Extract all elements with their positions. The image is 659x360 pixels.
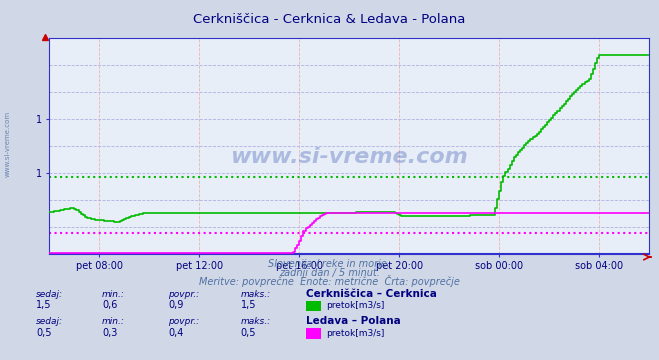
Text: povpr.:: povpr.: <box>168 290 199 299</box>
Text: min.:: min.: <box>102 290 125 299</box>
Text: Cerkniščica - Cerknica & Ledava - Polana: Cerkniščica - Cerknica & Ledava - Polana <box>193 13 466 26</box>
Text: Cerkniščica – Cerknica: Cerkniščica – Cerknica <box>306 289 438 299</box>
Text: Slovenija / reke in morje.: Slovenija / reke in morje. <box>268 259 391 269</box>
Text: 0,5: 0,5 <box>241 328 256 338</box>
Text: 0,9: 0,9 <box>168 300 183 310</box>
Text: pretok[m3/s]: pretok[m3/s] <box>326 301 385 310</box>
Text: min.:: min.: <box>102 317 125 326</box>
Text: 0,3: 0,3 <box>102 328 117 338</box>
Text: www.si-vreme.com: www.si-vreme.com <box>231 147 468 167</box>
Text: 1,5: 1,5 <box>36 300 52 310</box>
Text: sedaj:: sedaj: <box>36 290 63 299</box>
Text: 0,5: 0,5 <box>36 328 52 338</box>
Text: www.si-vreme.com: www.si-vreme.com <box>5 111 11 177</box>
Text: Meritve: povprečne  Enote: metrične  Črta: povprečje: Meritve: povprečne Enote: metrične Črta:… <box>199 275 460 287</box>
Text: Ledava – Polana: Ledava – Polana <box>306 316 401 326</box>
Text: pretok[m3/s]: pretok[m3/s] <box>326 329 385 338</box>
Text: maks.:: maks.: <box>241 290 271 299</box>
Text: maks.:: maks.: <box>241 317 271 326</box>
Text: 1,5: 1,5 <box>241 300 256 310</box>
Text: zadnji dan / 5 minut.: zadnji dan / 5 minut. <box>279 268 380 278</box>
Text: sedaj:: sedaj: <box>36 317 63 326</box>
Text: 0,6: 0,6 <box>102 300 117 310</box>
Text: povpr.:: povpr.: <box>168 317 199 326</box>
Text: 0,4: 0,4 <box>168 328 183 338</box>
